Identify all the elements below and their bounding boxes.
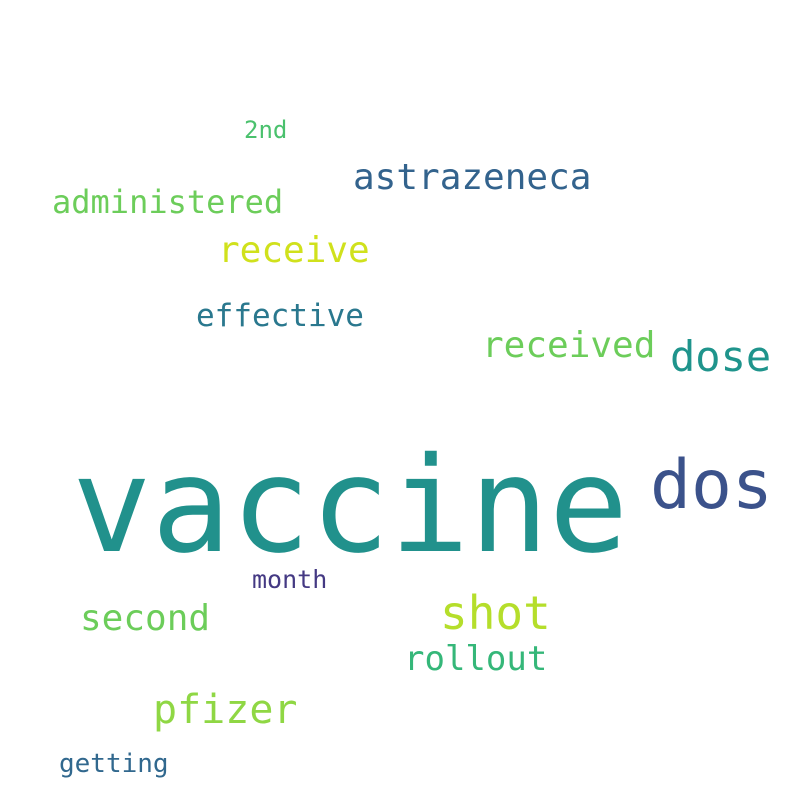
word-month: month <box>252 565 328 594</box>
word-effective: effective <box>196 298 364 334</box>
word-2nd: 2nd <box>244 116 288 144</box>
word-administered: administered <box>52 183 284 221</box>
word-receive: receive <box>218 230 370 271</box>
word-received: received <box>482 325 656 366</box>
word-getting: getting <box>59 749 169 779</box>
word-pfizer: pfizer <box>153 687 298 733</box>
word-vaccine: vaccine <box>72 429 629 583</box>
word-dos: dos <box>650 446 773 525</box>
word-second: second <box>80 598 211 639</box>
word-dose: dose <box>670 332 772 381</box>
word-astrazeneca: astrazeneca <box>353 157 592 198</box>
word-shot: shot <box>440 586 551 640</box>
word-rollout: rollout <box>404 639 548 679</box>
